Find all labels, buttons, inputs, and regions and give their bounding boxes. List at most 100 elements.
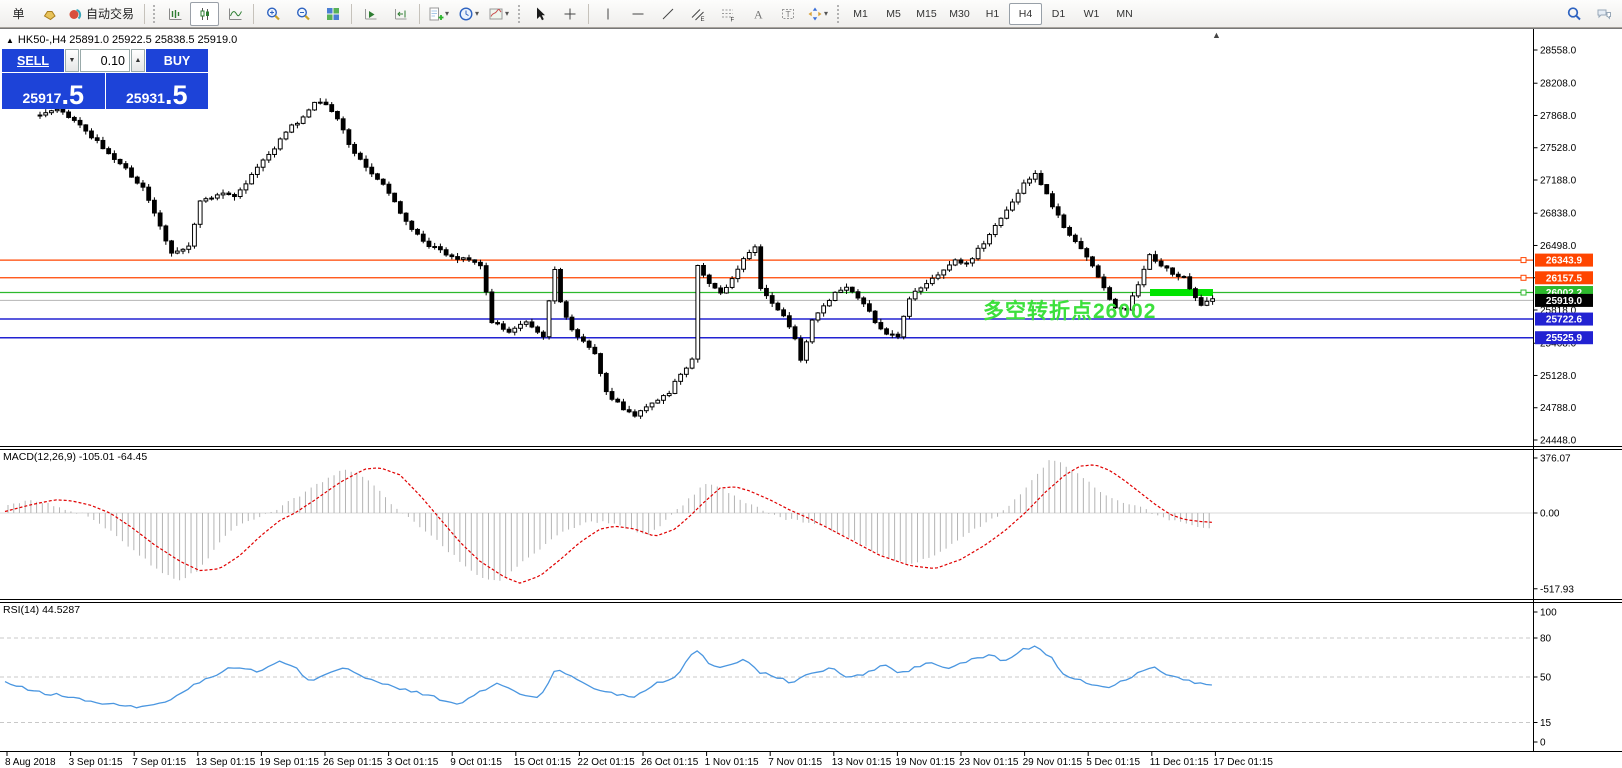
chart-canvas[interactable]: 28558.0 28208.0 27868.0 27528.0 27188.0 26838… bbox=[0, 29, 1622, 768]
svg-text:26343.9: 26343.9 bbox=[1546, 256, 1583, 267]
text-label-icon[interactable]: T bbox=[773, 2, 802, 26]
horizontal-level-lines[interactable] bbox=[0, 257, 1534, 339]
scroll-up-marker[interactable]: ▲ bbox=[1212, 30, 1221, 40]
svg-text:26838.0: 26838.0 bbox=[1540, 209, 1577, 220]
time-label: 19 Sep 01:15 bbox=[259, 757, 319, 768]
timeframe-h1[interactable]: H1 bbox=[985, 7, 1000, 20]
timeframe-d1[interactable]: D1 bbox=[1051, 7, 1066, 20]
symbol-timeframe-label: HK50-,H4 bbox=[17, 34, 67, 46]
trendline-icon[interactable] bbox=[653, 2, 682, 26]
chart-window: 28558.0 28208.0 27868.0 27528.0 27188.0 26838… bbox=[0, 28, 1622, 768]
auto-trading-button[interactable]: 自动交易 bbox=[64, 2, 140, 26]
time-label: 3 Oct 01:15 bbox=[387, 757, 439, 768]
rsi-line bbox=[4, 645, 1212, 709]
tile-windows-icon[interactable] bbox=[318, 2, 347, 26]
arrows-icon[interactable]: ▾ bbox=[803, 2, 832, 26]
timeframe-m30[interactable]: M30 bbox=[949, 7, 970, 20]
time-label: 1 Nov 01:15 bbox=[705, 757, 759, 768]
line-chart-icon[interactable] bbox=[220, 2, 249, 26]
ohlc-open: 25891.0 bbox=[69, 34, 109, 46]
ohlc-close: 25919.0 bbox=[197, 34, 238, 46]
highlight-trend-segment[interactable] bbox=[1150, 289, 1213, 297]
dropdown-caret-icon[interactable]: ▾ bbox=[445, 9, 450, 18]
buy-button[interactable]: BUY bbox=[146, 49, 208, 72]
bar-chart-icon[interactable] bbox=[160, 2, 189, 26]
time-label: 9 Oct 01:15 bbox=[450, 757, 502, 768]
timeframe-mn[interactable]: MN bbox=[1116, 7, 1133, 20]
time-label: 26 Sep 01:15 bbox=[323, 757, 383, 768]
gold-ingot-icon[interactable] bbox=[34, 2, 63, 26]
zoom-out-icon[interactable] bbox=[288, 2, 317, 26]
svg-text:25722.6: 25722.6 bbox=[1546, 315, 1583, 326]
vertical-line-icon[interactable] bbox=[593, 2, 622, 26]
indicators-add-icon[interactable]: ▾ bbox=[424, 2, 453, 26]
auto-scroll-icon[interactable] bbox=[356, 2, 385, 26]
svg-text:27188.0: 27188.0 bbox=[1540, 175, 1577, 186]
svg-text:F: F bbox=[730, 17, 734, 22]
axis-frame bbox=[0, 29, 1622, 752]
svg-text:24448.0: 24448.0 bbox=[1540, 435, 1577, 446]
sell-price-display[interactable]: 25917.5 bbox=[2, 73, 105, 109]
search-icon[interactable] bbox=[1559, 2, 1588, 26]
svg-text:A: A bbox=[754, 7, 763, 21]
equidistant-channel-icon[interactable]: E bbox=[683, 2, 712, 26]
zoom-in-icon[interactable] bbox=[258, 2, 287, 26]
crosshair-icon[interactable] bbox=[555, 2, 584, 26]
dropdown-caret-icon[interactable]: ▾ bbox=[475, 9, 480, 18]
one-click-trading-panel: SELL ▼ ▲ BUY 25917.5 25931.5 bbox=[2, 49, 208, 109]
template-chart-icon[interactable]: ▾ bbox=[484, 2, 513, 26]
dropdown-caret-icon[interactable]: ▾ bbox=[824, 9, 829, 18]
timeframe-h4[interactable]: H4 bbox=[1009, 2, 1043, 25]
timeframe-w1[interactable]: W1 bbox=[1083, 7, 1100, 20]
volume-decrease-button[interactable]: ▼ bbox=[65, 49, 79, 72]
time-label: 3 Sep 01:15 bbox=[69, 757, 123, 768]
chart-collapse-icon[interactable]: ▲ bbox=[6, 36, 14, 45]
timeframe-m15[interactable]: M15 bbox=[916, 7, 937, 20]
time-label: 15 Oct 01:15 bbox=[514, 757, 572, 768]
buy-price-display[interactable]: 25931.5 bbox=[105, 73, 208, 111]
text-icon[interactable]: A bbox=[743, 2, 772, 26]
ohlc-low: 25838.5 bbox=[154, 34, 195, 46]
dropdown-caret-icon[interactable]: ▾ bbox=[505, 9, 510, 18]
time-label: 22 Oct 01:15 bbox=[577, 757, 635, 768]
time-label: 26 Oct 01:15 bbox=[641, 757, 699, 768]
volume-increase-button[interactable]: ▲ bbox=[131, 49, 145, 72]
rsi-axis-ticks: 100 80 50 15 0 bbox=[1533, 608, 1557, 749]
svg-text:T: T bbox=[785, 9, 790, 19]
horizontal-line-icon[interactable] bbox=[623, 2, 652, 26]
toolbar-drag-handle[interactable] bbox=[152, 3, 157, 24]
time-label: 11 Dec 01:15 bbox=[1150, 757, 1209, 768]
timeframe-group: M1 M5 M15 M30 H1 H4 D1 W1 MN bbox=[844, 2, 1141, 25]
svg-text:25128.0: 25128.0 bbox=[1540, 371, 1577, 382]
timeframes-clock-icon[interactable]: ▾ bbox=[454, 2, 483, 26]
time-label: 23 Nov 01:15 bbox=[959, 757, 1019, 768]
chat-icon[interactable] bbox=[1589, 2, 1618, 26]
new-order-button[interactable]: 单 bbox=[12, 7, 25, 21]
toolbar-separator bbox=[253, 3, 255, 24]
cursor-arrow-icon[interactable] bbox=[525, 2, 554, 26]
buy-price-fraction: .5 bbox=[164, 80, 188, 111]
toolbar-drag-handle[interactable] bbox=[517, 3, 522, 24]
chart-shift-icon[interactable] bbox=[386, 2, 415, 26]
rsi-level-lines bbox=[0, 637, 1534, 723]
svg-text:0.00: 0.00 bbox=[1540, 509, 1560, 520]
sell-button[interactable]: SELL bbox=[2, 49, 64, 72]
svg-text:24788.0: 24788.0 bbox=[1540, 403, 1577, 414]
timeframe-m1[interactable]: M1 bbox=[853, 7, 868, 20]
timeframe-m5[interactable]: M5 bbox=[886, 7, 901, 20]
svg-text:50: 50 bbox=[1540, 673, 1552, 684]
svg-text:100: 100 bbox=[1540, 608, 1557, 619]
volume-input[interactable] bbox=[80, 49, 130, 72]
svg-text:28208.0: 28208.0 bbox=[1540, 79, 1577, 90]
svg-text:0: 0 bbox=[1540, 738, 1546, 749]
toolbar-drag-handle[interactable] bbox=[836, 3, 841, 24]
svg-text:28558.0: 28558.0 bbox=[1540, 46, 1577, 57]
auto-trading-icon bbox=[67, 6, 83, 22]
svg-text:25919.0: 25919.0 bbox=[1546, 296, 1583, 307]
time-label: 13 Sep 01:15 bbox=[196, 757, 256, 768]
macd-layer bbox=[4, 460, 1212, 584]
candlestick-chart-icon[interactable] bbox=[190, 1, 220, 26]
macd-signal-line bbox=[4, 464, 1212, 584]
fibonacci-icon[interactable]: F bbox=[713, 2, 742, 26]
time-label: 19 Nov 01:15 bbox=[895, 757, 955, 768]
